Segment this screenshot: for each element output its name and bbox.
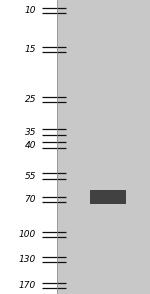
- Text: 25: 25: [24, 95, 36, 104]
- Text: 70: 70: [24, 195, 36, 204]
- Text: 35: 35: [24, 128, 36, 137]
- Text: 130: 130: [19, 255, 36, 264]
- FancyBboxPatch shape: [90, 190, 126, 204]
- Text: 15: 15: [24, 45, 36, 54]
- Text: 55: 55: [24, 171, 36, 181]
- Text: 170: 170: [19, 281, 36, 290]
- FancyBboxPatch shape: [57, 0, 150, 294]
- Text: 100: 100: [19, 230, 36, 239]
- Text: 40: 40: [24, 141, 36, 150]
- Text: 10: 10: [24, 6, 36, 15]
- FancyBboxPatch shape: [0, 0, 57, 294]
